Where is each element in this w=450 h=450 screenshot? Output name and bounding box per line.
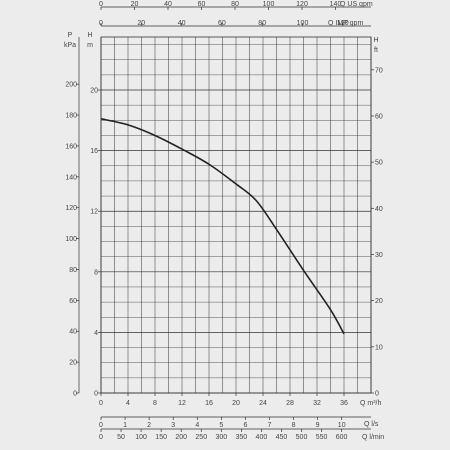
axis-title-ls: Q l/s xyxy=(364,421,379,428)
tick-label-m3h: 32 xyxy=(313,400,321,407)
tick-label-ls: 8 xyxy=(292,422,296,429)
axis-title-m3h: Q m³/h xyxy=(360,400,381,407)
tick-label-lmin: 600 xyxy=(336,434,348,441)
tick-label-kpa: 20 xyxy=(69,360,77,367)
tick-label-m3h: 0 xyxy=(99,400,103,407)
tick-label-lmin: 50 xyxy=(117,434,125,441)
tick-label-lmin: 300 xyxy=(215,434,227,441)
tick-label-imp_gpm: 60 xyxy=(218,20,226,27)
axis-title-kpa-bottom: kPa xyxy=(64,42,76,49)
tick-label-h_ft: 0 xyxy=(375,391,379,398)
tick-label-kpa: 160 xyxy=(65,143,77,150)
axis-title-kpa-top: P xyxy=(68,32,73,39)
tick-label-ls: 3 xyxy=(171,422,175,429)
axis-title-imp_gpm: Q IMP gpm xyxy=(328,20,363,27)
pump-curve-line xyxy=(100,118,345,335)
tick-label-m3h: 24 xyxy=(259,400,267,407)
tick-label-lmin: 0 xyxy=(99,434,103,441)
tick-label-h_m: 20 xyxy=(90,88,98,95)
tick-label-lmin: 100 xyxy=(135,434,147,441)
axis-title-hft-top: H xyxy=(373,37,378,44)
tick-label-kpa: 100 xyxy=(65,236,77,243)
tick-label-lmin: 350 xyxy=(236,434,248,441)
tick-label-us_gpm: 120 xyxy=(296,1,308,8)
tick-label-lmin: 200 xyxy=(175,434,187,441)
tick-label-m3h: 20 xyxy=(232,400,240,407)
tick-label-lmin: 550 xyxy=(316,434,328,441)
tick-label-h_ft: 50 xyxy=(375,160,383,167)
tick-label-lmin: 400 xyxy=(256,434,268,441)
tick-label-m3h: 16 xyxy=(205,400,213,407)
tick-label-h_ft: 10 xyxy=(375,344,383,351)
axis-title-hft-bottom: ft xyxy=(374,47,378,54)
tick-label-us_gpm: 20 xyxy=(131,1,139,8)
tick-label-ls: 2 xyxy=(147,422,151,429)
tick-label-imp_gpm: 120 xyxy=(337,20,349,27)
tick-label-h_ft: 40 xyxy=(375,206,383,213)
tick-label-us_gpm: 140 xyxy=(330,1,342,8)
tick-label-kpa: 180 xyxy=(65,113,77,120)
tick-label-m3h: 4 xyxy=(126,400,130,407)
tick-label-us_gpm: 40 xyxy=(164,1,172,8)
tick-label-lmin: 150 xyxy=(155,434,167,441)
tick-label-lmin: 450 xyxy=(276,434,288,441)
tick-label-imp_gpm: 20 xyxy=(137,20,145,27)
tick-label-ls: 7 xyxy=(268,422,272,429)
tick-label-h_m: 12 xyxy=(90,209,98,216)
tick-label-h_m: 8 xyxy=(94,269,98,276)
tick-label-kpa: 200 xyxy=(65,82,77,89)
tick-label-imp_gpm: 80 xyxy=(258,20,266,27)
tick-label-ls: 9 xyxy=(316,422,320,429)
tick-label-kpa: 0 xyxy=(73,391,77,398)
tick-label-us_gpm: 60 xyxy=(198,1,206,8)
curve-layer xyxy=(100,118,345,335)
tick-label-m3h: 12 xyxy=(178,400,186,407)
tick-label-lmin: 500 xyxy=(296,434,308,441)
tick-label-kpa: 120 xyxy=(65,205,77,212)
tick-label-h_ft: 20 xyxy=(375,298,383,305)
tick-label-ls: 5 xyxy=(219,422,223,429)
tick-label-m3h: 28 xyxy=(286,400,294,407)
axis-title-us_gpm: Q US gpm xyxy=(340,1,373,8)
tick-label-m3h: 36 xyxy=(340,400,348,407)
tick-label-kpa: 60 xyxy=(69,298,77,305)
axis-title-hm-top: H xyxy=(87,32,92,39)
tick-label-us_gpm: 0 xyxy=(99,1,103,8)
tick-label-kpa: 140 xyxy=(65,174,77,181)
tick-label-ls: 6 xyxy=(243,422,247,429)
tick-label-kpa: 40 xyxy=(69,329,77,336)
tick-label-h_m: 0 xyxy=(94,391,98,398)
tick-label-kpa: 80 xyxy=(69,267,77,274)
tick-label-ls: 4 xyxy=(195,422,199,429)
tick-label-imp_gpm: 0 xyxy=(99,20,103,27)
tick-label-h_ft: 60 xyxy=(375,113,383,120)
tick-label-h_m: 4 xyxy=(94,330,98,337)
tick-label-imp_gpm: 100 xyxy=(297,20,309,27)
tick-label-h_ft: 70 xyxy=(375,67,383,74)
chart-grid xyxy=(100,36,372,394)
tick-label-h_ft: 30 xyxy=(375,252,383,259)
tick-label-us_gpm: 80 xyxy=(231,1,239,8)
tick-label-ls: 1 xyxy=(123,422,127,429)
tick-label-lmin: 250 xyxy=(195,434,207,441)
tick-label-h_m: 16 xyxy=(90,148,98,155)
axis-title-hm-bottom: m xyxy=(87,42,93,49)
tick-label-imp_gpm: 40 xyxy=(178,20,186,27)
tick-label-ls: 10 xyxy=(338,422,346,429)
tick-label-ls: 0 xyxy=(99,422,103,429)
tick-label-us_gpm: 100 xyxy=(263,1,275,8)
axis-title-lmin: Q l/min xyxy=(362,434,384,441)
tick-label-m3h: 8 xyxy=(153,400,157,407)
